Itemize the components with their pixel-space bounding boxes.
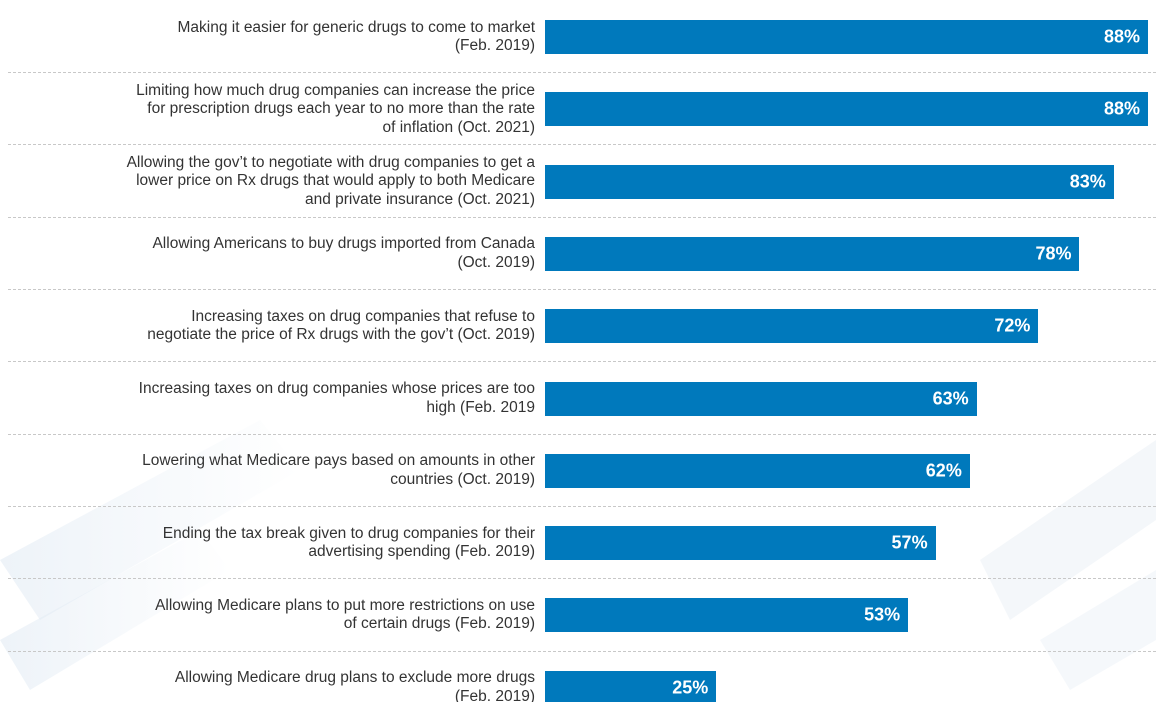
bar-value-label: 57% xyxy=(891,532,928,553)
bar-value-label: 63% xyxy=(932,388,969,408)
bar-label: Allowing the gov’t to negotiate with dru… xyxy=(126,153,535,208)
bar: 53% xyxy=(545,598,909,633)
row-divider xyxy=(8,433,1156,435)
bar-label: Limiting how much drug companies can inc… xyxy=(136,81,535,136)
row-divider xyxy=(8,650,1156,652)
bar-value-label: 62% xyxy=(925,460,962,481)
bar-value-label: 83% xyxy=(1069,171,1106,192)
bar: 88% xyxy=(545,20,1148,54)
bar-value-label: 72% xyxy=(994,315,1031,336)
row-divider xyxy=(8,289,1156,291)
row-divider xyxy=(8,361,1156,363)
row-divider xyxy=(8,216,1156,218)
bar: 72% xyxy=(545,309,1039,344)
bar-value-label: 78% xyxy=(1035,243,1072,264)
row-divider xyxy=(8,144,1156,146)
bar-label: Increasing taxes on drug companies whose… xyxy=(138,380,535,416)
bar-label: Allowing Americans to buy drugs imported… xyxy=(152,235,535,271)
bar-value-label: 25% xyxy=(672,677,709,698)
bar: 63% xyxy=(545,381,977,416)
row-divider xyxy=(8,578,1156,580)
row-divider xyxy=(8,72,1156,74)
bar-label: Lowering what Medicare pays based on amo… xyxy=(142,452,535,488)
bar-value-label: 53% xyxy=(864,604,901,625)
bar: 25% xyxy=(545,670,717,702)
bar-label: Allowing Medicare drug plans to exclude … xyxy=(174,669,535,702)
bar-label: Ending the tax break given to drug compa… xyxy=(162,524,535,561)
bar: 88% xyxy=(545,92,1148,127)
bar: 78% xyxy=(545,236,1080,271)
bar-value-label: 88% xyxy=(1103,98,1140,119)
row-divider xyxy=(8,505,1156,507)
bar-label: Allowing Medicare plans to put more rest… xyxy=(155,596,535,633)
bar: 57% xyxy=(545,526,936,561)
bar: 62% xyxy=(545,453,970,488)
bar: 83% xyxy=(545,164,1114,199)
bar-label: Making it easier for generic drugs to co… xyxy=(177,18,535,55)
bar-label: Increasing taxes on drug companies that … xyxy=(147,307,535,344)
bar-value-label: 88% xyxy=(1103,26,1140,47)
